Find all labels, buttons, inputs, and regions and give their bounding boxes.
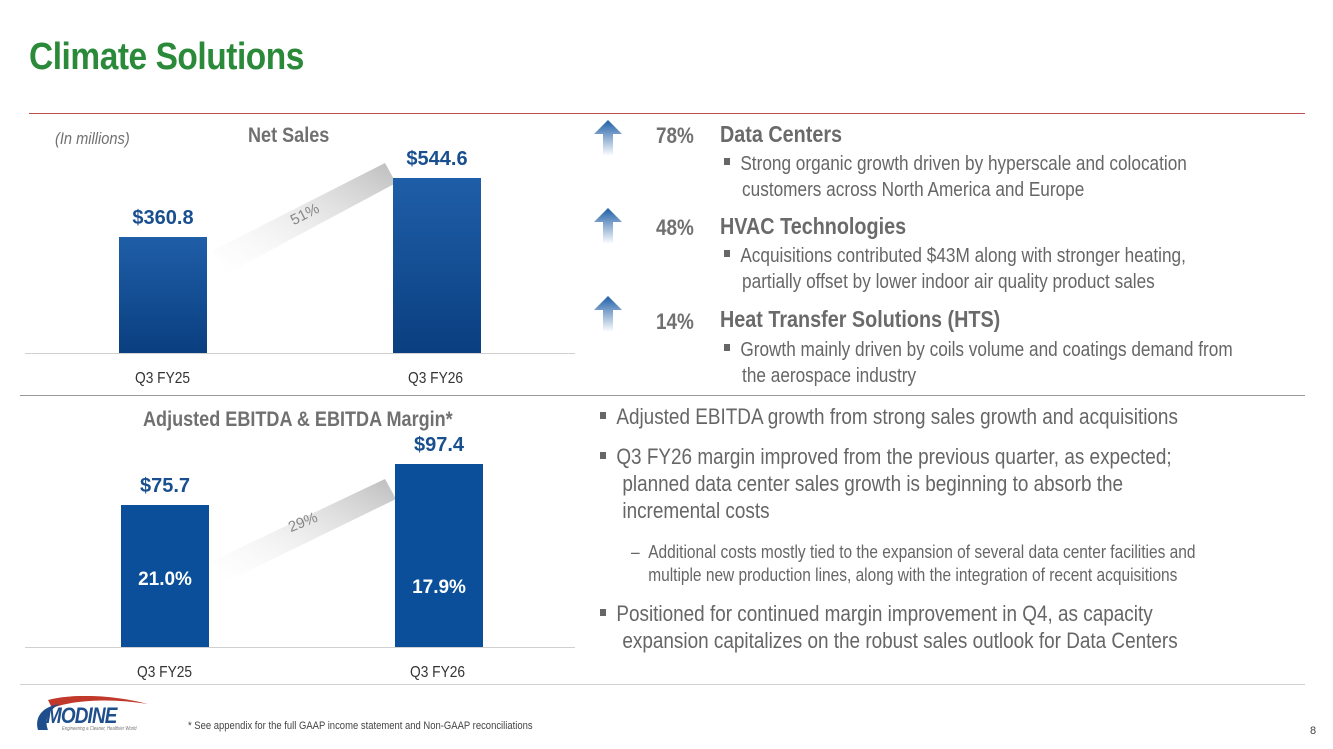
ebitda-title: Adjusted EBITDA & EBITDA Margin* bbox=[143, 408, 453, 431]
ebitda-bullet-1: Adjusted EBITDA growth from strong sales… bbox=[600, 403, 1178, 430]
footer-divider bbox=[20, 684, 1305, 685]
net-sales-axis-q3fy26: Q3 FY26 bbox=[408, 370, 464, 387]
ebitda-bullet-3: Positioned for continued margin improvem… bbox=[600, 600, 1178, 654]
ebitda-margin-q3fy25: 21.0% bbox=[138, 569, 192, 590]
up-arrow-icon bbox=[594, 296, 622, 332]
up-arrow-icon bbox=[594, 120, 622, 156]
ebitda-bar-q3fy26 bbox=[395, 464, 483, 647]
net-sales-bar-q3fy26 bbox=[393, 178, 481, 353]
logo-swoosh-icon bbox=[37, 696, 148, 730]
net-sales-axis-q3fy25: Q3 FY25 bbox=[135, 370, 191, 387]
page-number: 8 bbox=[1310, 725, 1317, 737]
ebitda-baseline bbox=[25, 647, 575, 648]
segment-pct-hvac: 48% bbox=[656, 215, 694, 240]
units-note: (In millions) bbox=[55, 129, 130, 148]
segment-bullet-hvac: Acquisitions contributed $43M along with… bbox=[724, 243, 1186, 295]
segment-name-hvac: HVAC Technologies bbox=[720, 213, 907, 239]
ebitda-bullet-2: Q3 FY26 margin improved from the previou… bbox=[600, 443, 1172, 524]
ebitda-sub-bullet: – Additional costs mostly tied to the exp… bbox=[631, 542, 1196, 585]
bullet-square-icon bbox=[600, 411, 607, 419]
segment-pct-hts: 14% bbox=[656, 309, 694, 334]
ebitda-bar-q3fy25 bbox=[121, 505, 209, 647]
modine-logo: MODINE Engineering a Cleaner, Healthier … bbox=[30, 696, 160, 736]
ebitda-axis-q3fy26: Q3 FY26 bbox=[410, 664, 466, 681]
bullet-square-icon bbox=[600, 608, 607, 616]
net-sales-baseline bbox=[25, 353, 575, 354]
net-sales-value-q3fy25: $360.8 bbox=[132, 207, 194, 229]
ebitda-plot: $75.7 $97.4 21.0% 17.9% bbox=[55, 434, 575, 647]
bullet-square-icon bbox=[600, 451, 607, 459]
ebitda-value-q3fy25: $75.7 bbox=[139, 475, 191, 497]
ebitda-growth-arrow bbox=[212, 479, 396, 581]
net-sales-title: Net Sales bbox=[248, 124, 330, 147]
net-sales-value-q3fy26: $544.6 bbox=[406, 148, 468, 170]
bullet-square-icon bbox=[724, 344, 731, 352]
net-sales-plot: $360.8 $544.6 bbox=[55, 148, 575, 353]
ebitda-value-q3fy26: $97.4 bbox=[413, 434, 465, 456]
ebitda-margin-q3fy26: 17.9% bbox=[412, 577, 466, 598]
segment-pct-data-centers: 78% bbox=[656, 123, 694, 148]
footnote: * See appendix for the full GAAP income … bbox=[188, 720, 533, 732]
segment-name-hts: Heat Transfer Solutions (HTS) bbox=[720, 306, 1001, 332]
slide-title: Climate Solutions bbox=[29, 36, 304, 78]
net-sales-growth-arrow bbox=[212, 163, 396, 273]
segment-bullet-data-centers: Strong organic growth driven by hypersca… bbox=[724, 151, 1187, 203]
section-divider bbox=[20, 395, 1305, 396]
up-arrow-icon bbox=[594, 208, 622, 244]
segment-name-data-centers: Data Centers bbox=[720, 121, 843, 147]
bullet-square-icon bbox=[724, 158, 731, 166]
bullet-square-icon bbox=[724, 250, 731, 258]
segment-bullet-hts: Growth mainly driven by coils volume and… bbox=[724, 337, 1233, 389]
title-divider bbox=[29, 113, 1305, 114]
ebitda-axis-q3fy25: Q3 FY25 bbox=[137, 664, 193, 681]
net-sales-bar-q3fy25 bbox=[119, 237, 207, 353]
